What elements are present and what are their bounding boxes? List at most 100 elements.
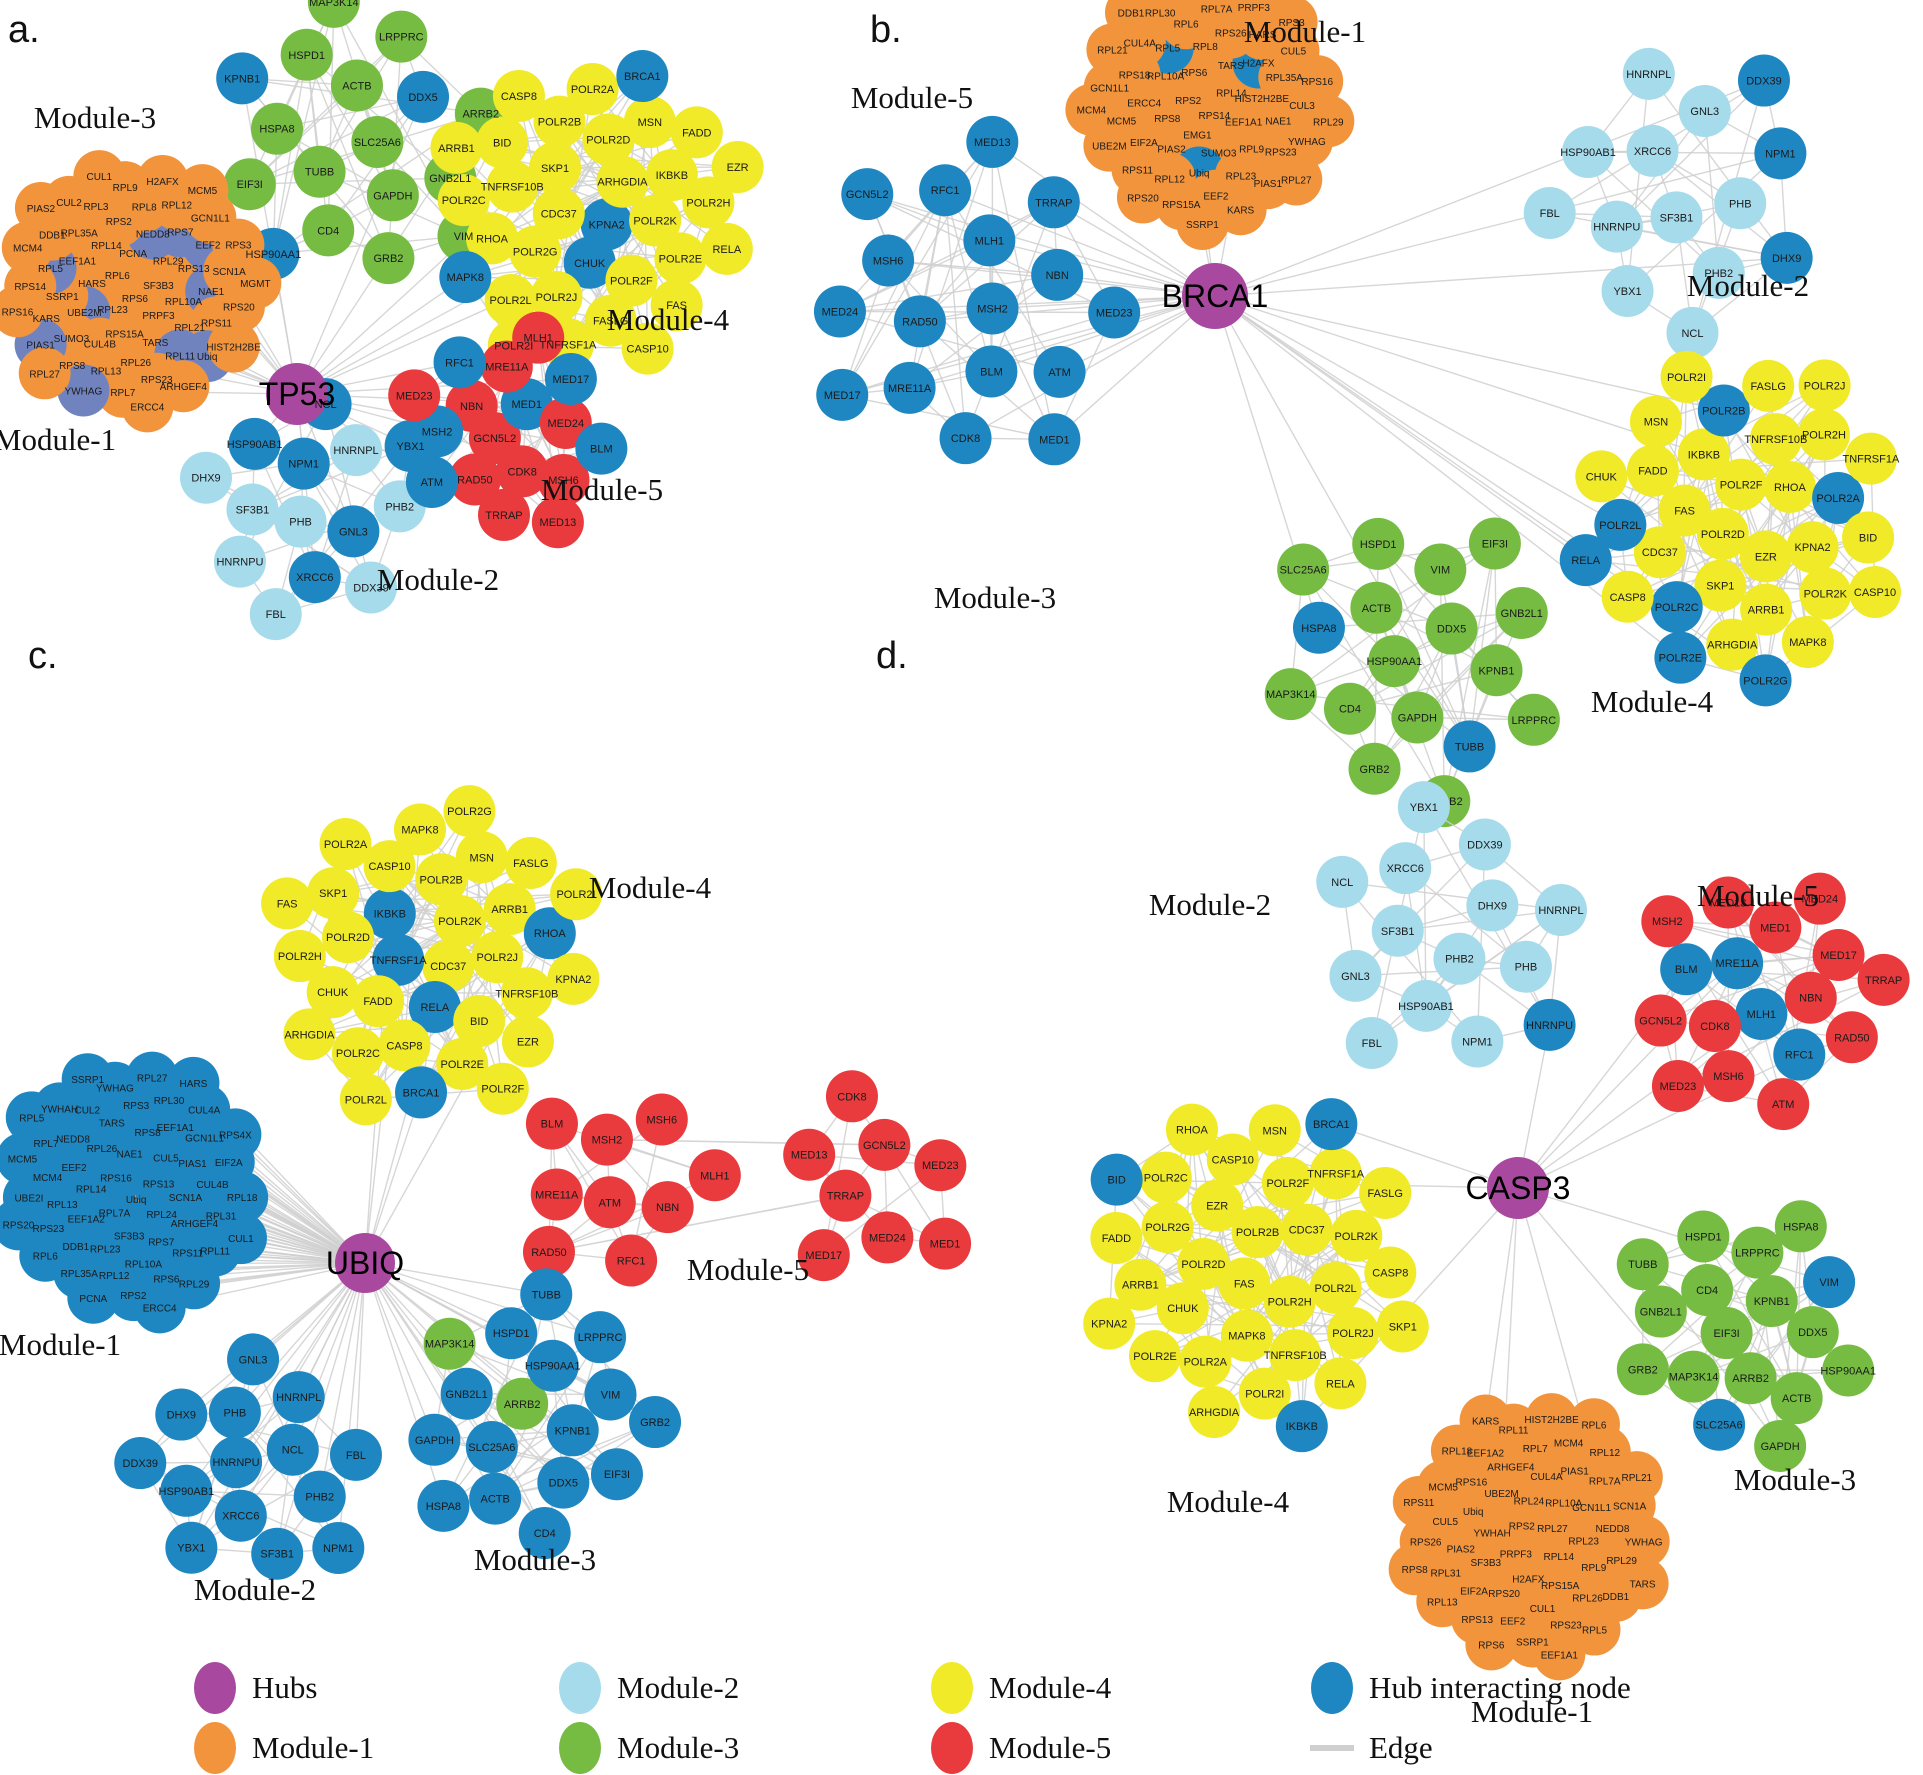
node-GNL3[interactable]	[1678, 85, 1731, 138]
node-NBN[interactable]	[1784, 971, 1837, 1024]
node-POLR2C[interactable]	[1139, 1151, 1192, 1204]
node-POLR2D[interactable]	[1177, 1237, 1230, 1290]
node-DHX9[interactable]	[179, 451, 232, 504]
node-POLR2C[interactable]	[437, 174, 490, 227]
node-EZR[interactable]	[1191, 1179, 1244, 1232]
node-HSP90AB1[interactable]	[228, 417, 281, 470]
node-MCM5[interactable]	[176, 164, 229, 217]
node-POLR2H[interactable]	[1263, 1275, 1316, 1328]
node-RFC1[interactable]	[605, 1234, 658, 1287]
node-RAD50[interactable]	[448, 453, 501, 506]
node-RFC1[interactable]	[433, 336, 486, 389]
node-RPS8[interactable]	[1388, 1543, 1441, 1596]
node-VIM[interactable]	[1414, 543, 1467, 596]
node-POLR2D[interactable]	[582, 113, 635, 166]
node-MRE11A[interactable]	[1711, 937, 1764, 990]
node-MAP3K14[interactable]	[1264, 668, 1317, 721]
node-EIF3I[interactable]	[590, 1448, 643, 1501]
node-CASP10[interactable]	[621, 322, 674, 375]
node-DDB1[interactable]	[1105, 0, 1157, 39]
node-GCN5L2[interactable]	[841, 168, 894, 221]
node-MSH6[interactable]	[635, 1093, 688, 1146]
node-RELA[interactable]	[1559, 534, 1612, 587]
node-ERCC4[interactable]	[133, 1281, 186, 1334]
node-EIF3I[interactable]	[223, 158, 276, 211]
node-XRCC6[interactable]	[214, 1489, 267, 1542]
node-CHUK[interactable]	[1575, 450, 1628, 503]
node-ARRB1[interactable]	[483, 883, 536, 936]
node-IKBKB[interactable]	[363, 887, 416, 940]
node-RPS16[interactable]	[1291, 55, 1344, 108]
node-NBN[interactable]	[1031, 248, 1084, 301]
node-LRPPRC[interactable]	[574, 1311, 627, 1364]
node-CDK8[interactable]	[1688, 999, 1741, 1052]
node-BLM[interactable]	[525, 1097, 578, 1150]
node-BID[interactable]	[1842, 511, 1895, 564]
node-RPL27[interactable]	[1270, 153, 1323, 206]
node-DHX9[interactable]	[1760, 231, 1813, 284]
node-GAPDH[interactable]	[408, 1413, 461, 1466]
node-XRCC6[interactable]	[1626, 124, 1679, 177]
node-MAPK8[interactable]	[439, 251, 492, 304]
node-PHB[interactable]	[208, 1386, 261, 1439]
node-ARHGDIA[interactable]	[1188, 1385, 1241, 1438]
node-LRPPRC[interactable]	[1507, 693, 1560, 746]
node-TUBB[interactable]	[520, 1268, 573, 1321]
node-GRB2[interactable]	[362, 232, 415, 285]
node-TRRAP[interactable]	[1027, 176, 1080, 229]
node-DDX39[interactable]	[1737, 54, 1790, 107]
node-HSPA8[interactable]	[1292, 601, 1345, 654]
node-MED13[interactable]	[1702, 876, 1755, 929]
node-BRCA1[interactable]	[395, 1066, 448, 1119]
node-HNRNPU[interactable]	[1590, 200, 1643, 253]
node-CDC37[interactable]	[1280, 1203, 1333, 1256]
node-POLR2I[interactable]	[1238, 1367, 1291, 1420]
node-BLM[interactable]	[965, 345, 1018, 398]
node-DDX5[interactable]	[397, 70, 450, 123]
node-MED23[interactable]	[914, 1139, 967, 1192]
node-GNB2L1[interactable]	[440, 1367, 493, 1420]
node-XRCC6[interactable]	[288, 551, 341, 604]
node-HNRNPU[interactable]	[213, 535, 266, 588]
node-NCL[interactable]	[1666, 306, 1719, 359]
node-POLR2L[interactable]	[1309, 1261, 1362, 1314]
node-CDC37[interactable]	[532, 187, 585, 240]
node-RAD50[interactable]	[893, 295, 946, 348]
node-POLR2J[interactable]	[1798, 359, 1851, 412]
node-CDK8[interactable]	[825, 1070, 878, 1123]
node-HNRNPL[interactable]	[1622, 47, 1675, 100]
node-PHB2[interactable]	[293, 1470, 346, 1523]
node-POLR2E[interactable]	[1654, 631, 1707, 684]
node-ACTB[interactable]	[330, 59, 383, 112]
node-POLR2B[interactable]	[1697, 384, 1750, 437]
node-POLR2F[interactable]	[1715, 458, 1768, 511]
node-CASP10[interactable]	[363, 840, 416, 893]
node-XRCC6[interactable]	[1379, 842, 1432, 895]
node-YBX1[interactable]	[165, 1521, 218, 1574]
node-CDK8[interactable]	[496, 445, 549, 498]
node-TNFRSF1A[interactable]	[372, 933, 425, 986]
node-HARS[interactable]	[167, 1056, 220, 1109]
node-YWHAG[interactable]	[1617, 1515, 1670, 1568]
node-DDX39[interactable]	[1458, 818, 1511, 871]
node-HSPD1[interactable]	[485, 1307, 538, 1360]
node-LRPPRC[interactable]	[375, 10, 428, 63]
node-EZR[interactable]	[1739, 530, 1792, 583]
node-RPL27[interactable]	[126, 1051, 179, 1104]
node-MSH2[interactable]	[580, 1113, 633, 1166]
node-KARS[interactable]	[1459, 1394, 1512, 1447]
node-PHB2[interactable]	[1433, 932, 1486, 985]
node-FBL[interactable]	[329, 1428, 382, 1481]
node-TNFRSF1A[interactable]	[1309, 1147, 1362, 1200]
node-DHX9[interactable]	[155, 1388, 208, 1441]
node-POLR2H[interactable]	[273, 930, 326, 983]
node-FAS[interactable]	[1658, 484, 1711, 537]
node-KPNA2[interactable]	[1786, 521, 1839, 574]
node-MAPK8[interactable]	[1220, 1309, 1273, 1362]
node-FBL[interactable]	[249, 588, 302, 641]
node-POLR2L[interactable]	[339, 1073, 392, 1126]
node-POLR2L[interactable]	[484, 274, 537, 327]
node-FAS[interactable]	[1218, 1257, 1271, 1310]
node-NPM1[interactable]	[1451, 1015, 1504, 1068]
node-TNFRSF10B[interactable]	[1269, 1329, 1322, 1382]
